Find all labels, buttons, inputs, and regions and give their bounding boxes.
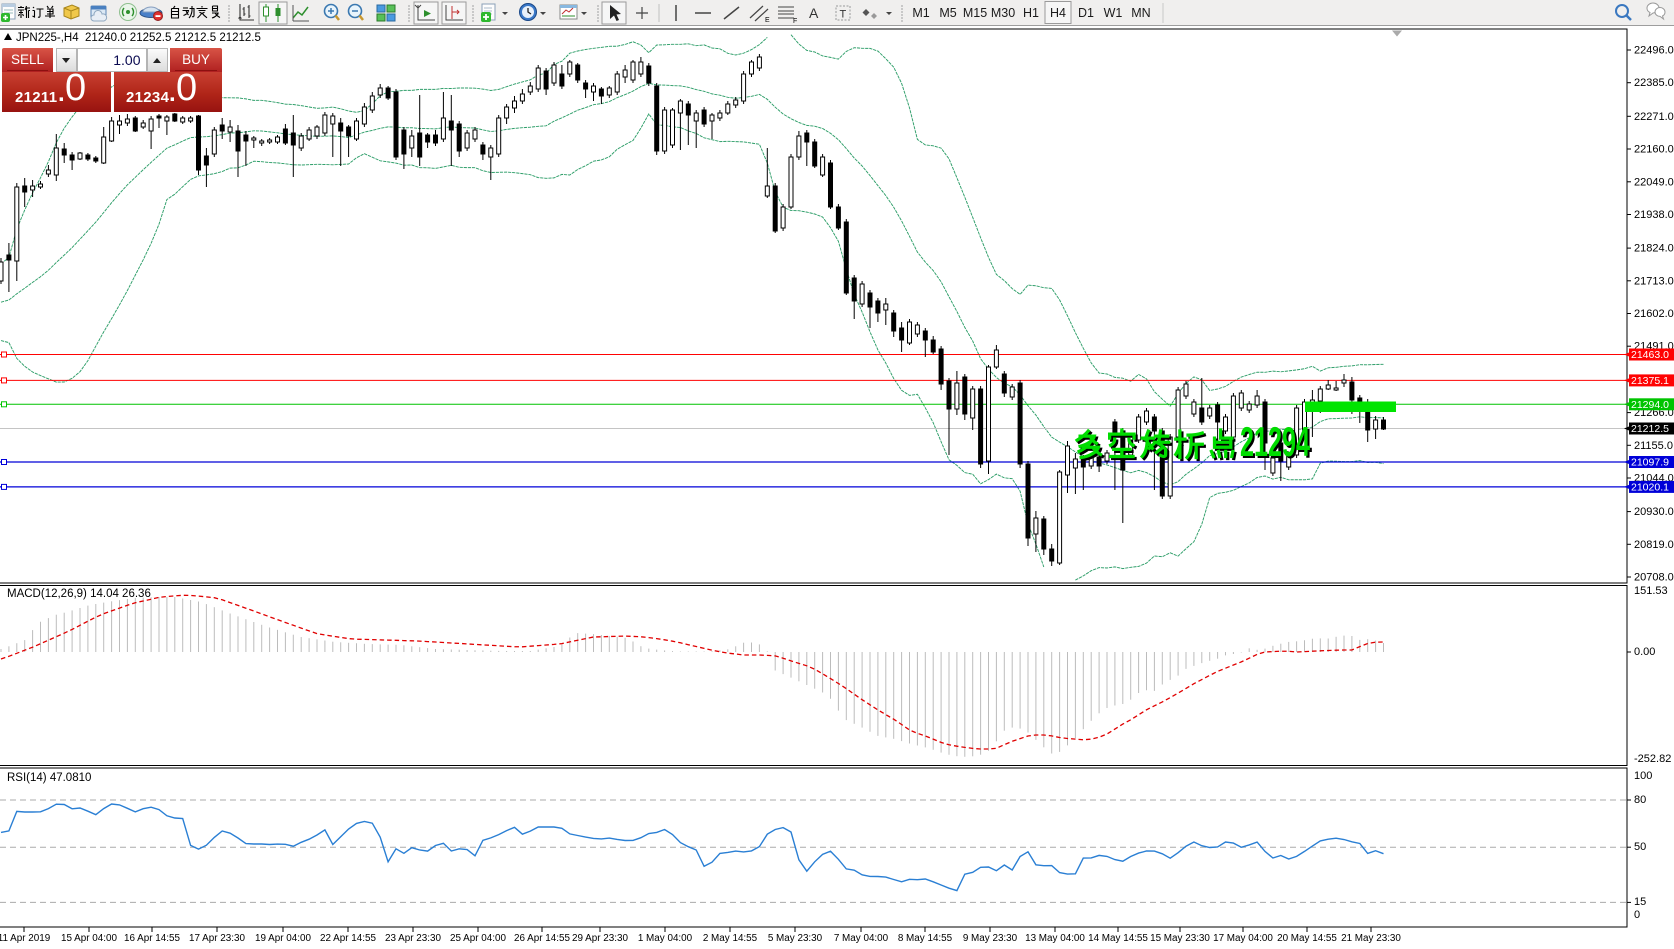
svg-text:A: A [809,5,819,21]
svg-text:14 May 14:55: 14 May 14:55 [1088,933,1148,944]
svg-text:11 Apr 2019: 11 Apr 2019 [0,933,51,944]
svg-text:20708.0: 20708.0 [1634,572,1674,584]
svg-text:17 Apr 23:30: 17 Apr 23:30 [189,933,246,944]
svg-text:22385.0: 22385.0 [1634,77,1674,89]
svg-text:21 May 23:30: 21 May 23:30 [1341,933,1401,944]
svg-text:15 Apr 04:00: 15 Apr 04:00 [61,933,118,944]
svg-text:-252.82: -252.82 [1634,753,1671,765]
svg-text:8 May 14:55: 8 May 14:55 [898,933,953,944]
svg-text:100: 100 [1634,770,1652,782]
svg-text:M5: M5 [939,6,956,20]
svg-text:19 Apr 04:00: 19 Apr 04:00 [255,933,312,944]
svg-text:21294: 21294 [1240,418,1310,465]
svg-text:21463.0: 21463.0 [1631,349,1669,361]
svg-text:M30: M30 [991,6,1015,20]
svg-text:MN: MN [1131,6,1150,20]
svg-text:20 May 14:55: 20 May 14:55 [1277,933,1337,944]
svg-text:0: 0 [1634,909,1640,921]
svg-text:16 Apr 14:55: 16 Apr 14:55 [124,933,181,944]
svg-text:22496.0: 22496.0 [1634,45,1674,57]
svg-text:T: T [840,9,847,21]
svg-text:M1: M1 [912,6,929,20]
svg-text:21097.9: 21097.9 [1631,457,1669,469]
svg-text:RSI(14) 47.0810: RSI(14) 47.0810 [7,772,91,784]
svg-text:23 Apr 23:30: 23 Apr 23:30 [385,933,442,944]
svg-text:MACD(12,26,9) 14.04 26.36: MACD(12,26,9) 14.04 26.36 [7,588,151,600]
svg-text:21824.0: 21824.0 [1634,243,1674,255]
svg-text:22160.0: 22160.0 [1634,144,1674,156]
svg-text:21938.0: 21938.0 [1634,209,1674,221]
svg-text:25 Apr 04:00: 25 Apr 04:00 [450,933,507,944]
svg-text:151.53: 151.53 [1634,585,1668,597]
svg-text:15 May 23:30: 15 May 23:30 [1150,933,1210,944]
svg-text:D1: D1 [1078,6,1094,20]
svg-text:80: 80 [1634,794,1646,806]
svg-text:F: F [793,18,797,25]
svg-text:7 May 04:00: 7 May 04:00 [834,933,889,944]
svg-text:21212.5: 21212.5 [1631,423,1669,435]
svg-text:29 Apr 23:30: 29 Apr 23:30 [572,933,629,944]
svg-text:H1: H1 [1023,6,1039,20]
svg-text:50: 50 [1634,841,1646,853]
svg-text:M15: M15 [963,6,987,20]
svg-text:22 Apr 14:55: 22 Apr 14:55 [320,933,377,944]
svg-text:E: E [765,17,770,24]
svg-text:JPN225-,H4 21240.0 21252.5 21: JPN225-,H4 21240.0 21252.5 21212.5 21212… [16,32,261,44]
svg-text:1 May 04:00: 1 May 04:00 [638,933,693,944]
svg-text:21602.0: 21602.0 [1634,308,1674,320]
svg-text:H4: H4 [1050,6,1066,20]
svg-text:20819.0: 20819.0 [1634,539,1674,551]
svg-text:21294: 21294 [1242,420,1312,467]
svg-text:15: 15 [1634,896,1646,908]
svg-text:21294.0: 21294.0 [1631,399,1669,411]
svg-text:17 May 04:00: 17 May 04:00 [1213,933,1273,944]
svg-text:21713.0: 21713.0 [1634,275,1674,287]
svg-text:13 May 04:00: 13 May 04:00 [1025,933,1085,944]
svg-text:9 May 23:30: 9 May 23:30 [963,933,1018,944]
svg-text:22271.0: 22271.0 [1634,111,1674,123]
svg-text:5 May 23:30: 5 May 23:30 [768,933,823,944]
svg-text:26 Apr 14:55: 26 Apr 14:55 [514,933,571,944]
svg-text:21375.1: 21375.1 [1631,375,1669,387]
svg-text:20930.0: 20930.0 [1634,506,1674,518]
svg-text:2 May 14:55: 2 May 14:55 [703,933,758,944]
svg-text:22049.0: 22049.0 [1634,176,1674,188]
svg-text:21020.1: 21020.1 [1631,481,1669,493]
svg-text:W1: W1 [1104,6,1123,20]
svg-text:0.00: 0.00 [1634,646,1655,658]
svg-text:21155.0: 21155.0 [1634,440,1673,452]
